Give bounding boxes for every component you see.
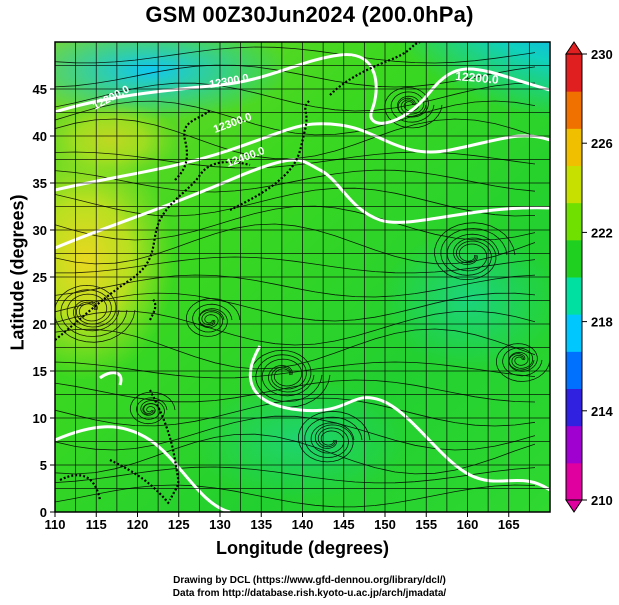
streamline xyxy=(142,403,160,416)
y-axis-label: Latitude (degrees) xyxy=(7,194,28,351)
x-tick-label: 115 xyxy=(86,517,107,532)
streamline xyxy=(55,274,536,298)
credit-drawing: Drawing by DCL (https://www.gfd-dennou.o… xyxy=(173,575,446,586)
colorbar-cell xyxy=(566,165,582,204)
streamline xyxy=(502,347,543,377)
height-contours xyxy=(55,53,550,512)
y-tick-label: 45 xyxy=(33,82,47,97)
x-tick-label: 130 xyxy=(209,517,231,532)
colorbar-tick-label: 222 xyxy=(591,225,613,240)
streamline xyxy=(55,205,536,241)
colorbar-cell xyxy=(566,314,582,352)
y-axis-ticks: 0 5 10 15 20 25 30 35 40 45 xyxy=(33,82,55,520)
streamline xyxy=(60,289,128,337)
colorbar-cell xyxy=(566,202,582,241)
streamline xyxy=(495,343,550,382)
colorbar-cell xyxy=(566,425,582,464)
streamline xyxy=(129,391,176,425)
colorbar-cell xyxy=(566,462,582,501)
x-tick-label: 140 xyxy=(292,517,314,532)
y-tick-label: 25 xyxy=(33,270,47,285)
colorbar-tick-label: 210 xyxy=(591,493,613,508)
x-tick-label: 150 xyxy=(374,517,396,532)
x-tick-label: 120 xyxy=(127,517,149,532)
colorbar-cell xyxy=(566,277,582,315)
x-axis-ticks: 110 115 120 125 130 135 140 145 150 155 160 165 xyxy=(45,512,520,532)
streamline xyxy=(55,82,536,112)
streamline xyxy=(508,351,535,371)
streamline xyxy=(136,397,168,420)
y-tick-label: 10 xyxy=(33,411,47,426)
streamline xyxy=(55,433,536,475)
streamline xyxy=(55,361,536,379)
colorbar-cell xyxy=(566,128,582,166)
field-layer xyxy=(55,42,550,512)
y-tick-label: 35 xyxy=(33,176,47,191)
streamline xyxy=(198,309,225,329)
y-tick-label: 40 xyxy=(33,129,47,144)
streamline xyxy=(298,410,371,463)
streamline xyxy=(55,328,536,370)
streamline xyxy=(434,222,516,281)
colorbar-cell xyxy=(566,91,582,129)
streamline xyxy=(185,298,241,337)
colorbar-cell xyxy=(566,388,582,427)
y-tick-label: 0 xyxy=(40,505,47,520)
y-tick-label: 20 xyxy=(33,317,47,332)
streamline xyxy=(261,358,315,397)
y-tick-label: 5 xyxy=(40,458,47,473)
x-tick-label: 145 xyxy=(333,517,355,532)
colorbar-tick-label: 226 xyxy=(591,136,613,151)
x-tick-label: 155 xyxy=(415,517,437,532)
colorbar-tick-label: 218 xyxy=(591,315,613,330)
credit-data: Data from http://database.rish.kyoto-u.a… xyxy=(172,588,447,599)
y-tick-label: 30 xyxy=(33,223,47,238)
x-tick-label: 160 xyxy=(457,517,479,532)
streamline xyxy=(55,64,536,88)
x-tick-label: 110 xyxy=(45,517,66,532)
colorbar: 210 214 218 222 226 230 xyxy=(565,41,613,513)
y-tick-label: 15 xyxy=(33,364,47,379)
colorbar-tick-label: 214 xyxy=(591,404,613,419)
colorbar-cell xyxy=(566,351,582,389)
streamline xyxy=(55,118,536,160)
x-tick-label: 125 xyxy=(168,517,190,532)
colorbar-cell xyxy=(566,239,582,278)
streamline xyxy=(55,415,536,451)
streamline xyxy=(55,466,536,484)
x-tick-label: 165 xyxy=(498,517,520,532)
streamline xyxy=(55,484,536,508)
chart-title: GSM 00Z30Jun2024 (200.0hPa) xyxy=(145,2,474,27)
x-axis-label: Longitude (degrees) xyxy=(215,538,389,558)
colorbar-cell xyxy=(566,54,582,92)
colorbar-bottom-cap xyxy=(565,499,583,513)
streamline xyxy=(55,397,536,427)
colorbar-tick-label: 230 xyxy=(591,47,613,62)
x-tick-label: 135 xyxy=(250,517,272,532)
streamline xyxy=(55,292,536,322)
lat-lon-grid xyxy=(55,42,550,512)
colorbar-top-cap xyxy=(565,41,583,55)
streamline xyxy=(55,151,536,169)
contour-label: 12200.0 xyxy=(455,69,500,87)
streamline xyxy=(55,46,536,64)
streamline xyxy=(55,223,536,265)
streamline xyxy=(446,233,500,272)
streamline xyxy=(304,416,363,458)
streamline xyxy=(55,256,536,274)
streamline xyxy=(55,310,536,346)
